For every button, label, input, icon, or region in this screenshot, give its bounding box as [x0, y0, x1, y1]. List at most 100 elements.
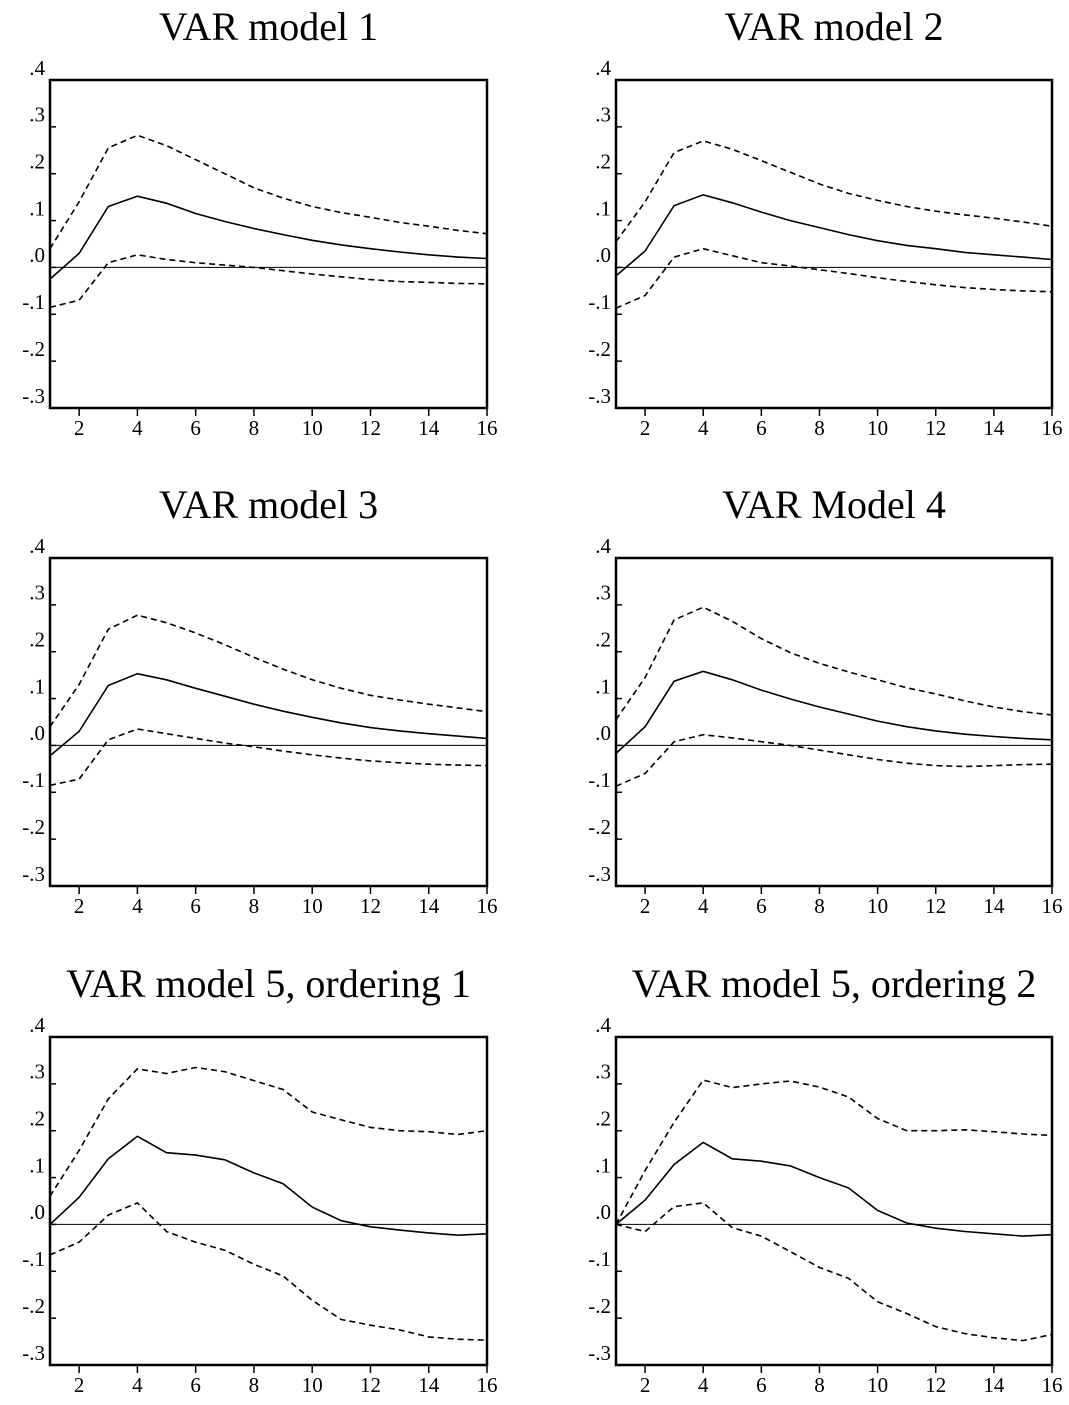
y-tick-label: .0 — [595, 1200, 611, 1224]
x-tick-label: 2 — [74, 1373, 85, 1397]
x-tick-label: 14 — [418, 1373, 440, 1397]
y-tick-label: -.1 — [588, 290, 611, 314]
y-tick-label: -.2 — [588, 815, 611, 839]
y-tick-label: .4 — [595, 1013, 611, 1037]
chart-title: VAR model 1 — [159, 4, 378, 49]
line-series — [615, 140, 1053, 243]
x-tick-label: 6 — [190, 1373, 201, 1397]
x-tick-label: 10 — [867, 894, 888, 918]
line-series — [615, 1202, 1053, 1342]
y-tick-label: -.2 — [22, 815, 45, 839]
y-tick-label: .3 — [595, 1060, 611, 1084]
chart-title: VAR Model 4 — [722, 482, 946, 527]
x-tick-label: 2 — [640, 416, 651, 440]
y-tick-label: .3 — [29, 581, 45, 605]
y-tick-label: -.3 — [588, 384, 611, 408]
x-tick-label: 8 — [814, 894, 825, 918]
y-tick-label: -.2 — [22, 1294, 45, 1318]
y-tick-label: .3 — [29, 103, 45, 127]
line-series — [49, 1201, 488, 1341]
chart-title: VAR model 3 — [159, 482, 378, 527]
x-tick-label: 12 — [925, 894, 946, 918]
y-tick-label: .4 — [29, 534, 45, 558]
plot-frame — [614, 1035, 1054, 1367]
y-tick-label: .1 — [29, 674, 45, 698]
y-tick-label: .2 — [29, 628, 45, 652]
y-tick-label: -.1 — [588, 768, 611, 792]
x-tick-label: 6 — [756, 416, 767, 440]
x-tick-label: 12 — [360, 894, 381, 918]
y-tick-label: .2 — [29, 150, 45, 174]
y-tick-label: .4 — [29, 1013, 45, 1037]
chart-title: VAR model 2 — [724, 4, 943, 49]
y-tick-label: .4 — [595, 534, 611, 558]
plot-frame — [614, 556, 1054, 888]
x-tick-label: 2 — [74, 416, 85, 440]
x-tick-label: 12 — [360, 416, 381, 440]
x-tick-label: 6 — [190, 416, 201, 440]
line-series — [49, 134, 488, 250]
plot-frame — [614, 78, 1054, 410]
x-tick-label: 16 — [1042, 894, 1063, 918]
x-tick-label: 4 — [132, 416, 143, 440]
x-tick-label: 16 — [477, 1373, 498, 1397]
x-tick-label: 12 — [925, 416, 946, 440]
x-tick-label: 8 — [814, 1373, 825, 1397]
y-tick-label: .4 — [29, 56, 45, 80]
x-tick-label: 16 — [1042, 416, 1063, 440]
y-tick-label: -.2 — [22, 337, 45, 361]
line-series — [615, 733, 1053, 787]
y-tick-label: .0 — [595, 721, 611, 745]
x-tick-label: 12 — [360, 1373, 381, 1397]
line-series — [615, 1141, 1053, 1237]
y-tick-label: -.3 — [588, 1341, 611, 1365]
line-series — [49, 728, 488, 787]
y-tick-label: .1 — [595, 1153, 611, 1177]
x-tick-label: 16 — [477, 416, 498, 440]
plot-frame — [48, 556, 489, 888]
x-tick-label: 14 — [983, 894, 1005, 918]
y-tick-label: .3 — [595, 103, 611, 127]
line-series — [49, 253, 488, 309]
x-tick-label: 2 — [74, 894, 85, 918]
y-tick-label: .0 — [29, 243, 45, 267]
chart-title: VAR model 5, ordering 2 — [632, 961, 1037, 1006]
x-tick-label: 10 — [867, 1373, 888, 1397]
x-tick-label: 2 — [640, 894, 651, 918]
x-tick-label: 14 — [983, 416, 1005, 440]
y-tick-label: -.2 — [588, 337, 611, 361]
y-tick-label: .0 — [29, 721, 45, 745]
y-tick-label: .4 — [595, 56, 611, 80]
line-series — [615, 670, 1053, 754]
y-tick-label: -.3 — [22, 862, 45, 886]
x-tick-label: 6 — [756, 894, 767, 918]
x-tick-label: 4 — [132, 1373, 143, 1397]
x-tick-label: 4 — [698, 416, 709, 440]
plot-frame — [48, 1035, 489, 1367]
x-tick-label: 14 — [418, 416, 440, 440]
x-tick-label: 16 — [477, 894, 498, 918]
y-tick-label: .3 — [29, 1060, 45, 1084]
chart-title: VAR model 5, ordering 1 — [66, 961, 471, 1006]
y-tick-label: .0 — [29, 1200, 45, 1224]
x-tick-label: 4 — [698, 894, 709, 918]
line-series — [49, 614, 488, 728]
x-tick-label: 14 — [418, 894, 440, 918]
x-tick-label: 8 — [249, 416, 260, 440]
y-tick-label: .1 — [595, 674, 611, 698]
y-tick-label: -.2 — [588, 1294, 611, 1318]
y-tick-label: .1 — [595, 196, 611, 220]
line-series — [49, 1066, 488, 1197]
x-tick-label: 16 — [1042, 1373, 1063, 1397]
y-tick-label: -.1 — [588, 1247, 611, 1271]
x-tick-label: 8 — [249, 1373, 260, 1397]
y-tick-label: .2 — [29, 1107, 45, 1131]
y-tick-label: .2 — [595, 628, 611, 652]
y-tick-label: -.1 — [22, 1247, 45, 1271]
y-tick-label: .1 — [29, 1153, 45, 1177]
x-tick-label: 8 — [814, 416, 825, 440]
y-tick-label: .2 — [595, 150, 611, 174]
x-tick-label: 6 — [190, 894, 201, 918]
x-tick-label: 2 — [640, 1373, 651, 1397]
y-tick-label: -.3 — [22, 1341, 45, 1365]
